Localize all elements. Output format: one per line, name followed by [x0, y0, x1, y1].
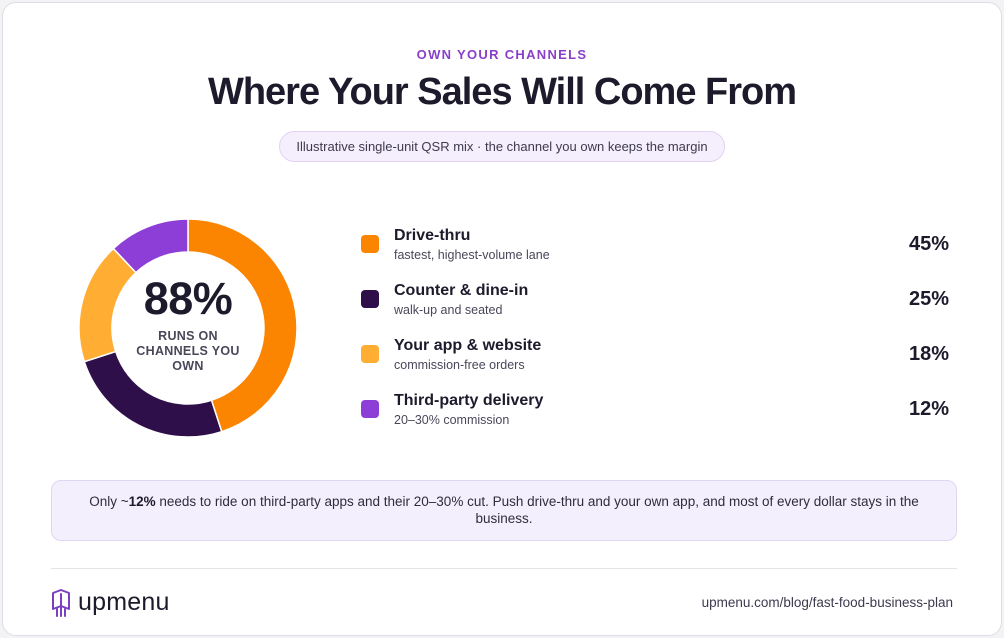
subtitle-pill: Illustrative single-unit QSR mix · the c…	[279, 131, 725, 162]
legend-item: Third-party delivery 20–30% commission 1…	[359, 388, 949, 443]
legend-swatch	[361, 290, 379, 308]
legend-desc: fastest, highest-volume lane	[394, 248, 550, 262]
legend-percent: 18%	[908, 343, 949, 365]
eyebrow-label: OWN YOUR CHANNELS	[416, 47, 588, 62]
donut-segment-4	[112, 218, 189, 274]
legend-swatch	[361, 235, 379, 253]
legend-percent: 12%	[908, 398, 949, 420]
legend-swatch	[361, 345, 379, 363]
donut-chart	[78, 218, 298, 438]
legend-desc: walk-up and seated	[394, 303, 503, 317]
legend-name: Third-party delivery	[394, 392, 544, 409]
footer-divider	[51, 568, 957, 569]
legend-desc: commission-free orders	[394, 358, 525, 372]
note-highlight: 12%	[128, 494, 156, 509]
legend-percent: 25%	[908, 288, 949, 310]
upmenu-logo-icon	[52, 589, 70, 617]
legend: Drive-thru fastest, highest-volume lane …	[359, 223, 949, 443]
callout-note: Only ~12% needs to ride on third-party a…	[51, 480, 957, 541]
legend-swatch	[361, 400, 379, 418]
legend-item: Counter & dine-in walk-up and seated 25%	[359, 278, 949, 333]
logo-text: upmenu	[78, 588, 170, 616]
legend-name: Counter & dine-in	[394, 282, 529, 299]
donut-center: 88% RUNS ON CHANNELS YOU OWN	[75, 273, 301, 374]
note-text-start: Only ~	[89, 494, 129, 509]
legend-name: Your app & website	[394, 337, 542, 354]
center-value: 88%	[143, 273, 233, 324]
page-title: Where Your Sales Will Come From	[207, 71, 797, 113]
legend-item: Your app & website commission-free order…	[359, 333, 949, 388]
legend-percent: 45%	[908, 233, 949, 255]
note-text-end: needs to ride on third-party apps and th…	[155, 494, 919, 526]
legend-name: Drive-thru	[394, 227, 471, 244]
source-url[interactable]: upmenu.com/blog/fast-food-business-plan	[701, 595, 953, 610]
center-label: RUNS ON CHANNELS YOU OWN	[136, 329, 240, 373]
legend-desc: 20–30% commission	[394, 413, 510, 427]
donut-segment-1	[187, 218, 298, 433]
legend-item: Drive-thru fastest, highest-volume lane …	[359, 223, 949, 278]
